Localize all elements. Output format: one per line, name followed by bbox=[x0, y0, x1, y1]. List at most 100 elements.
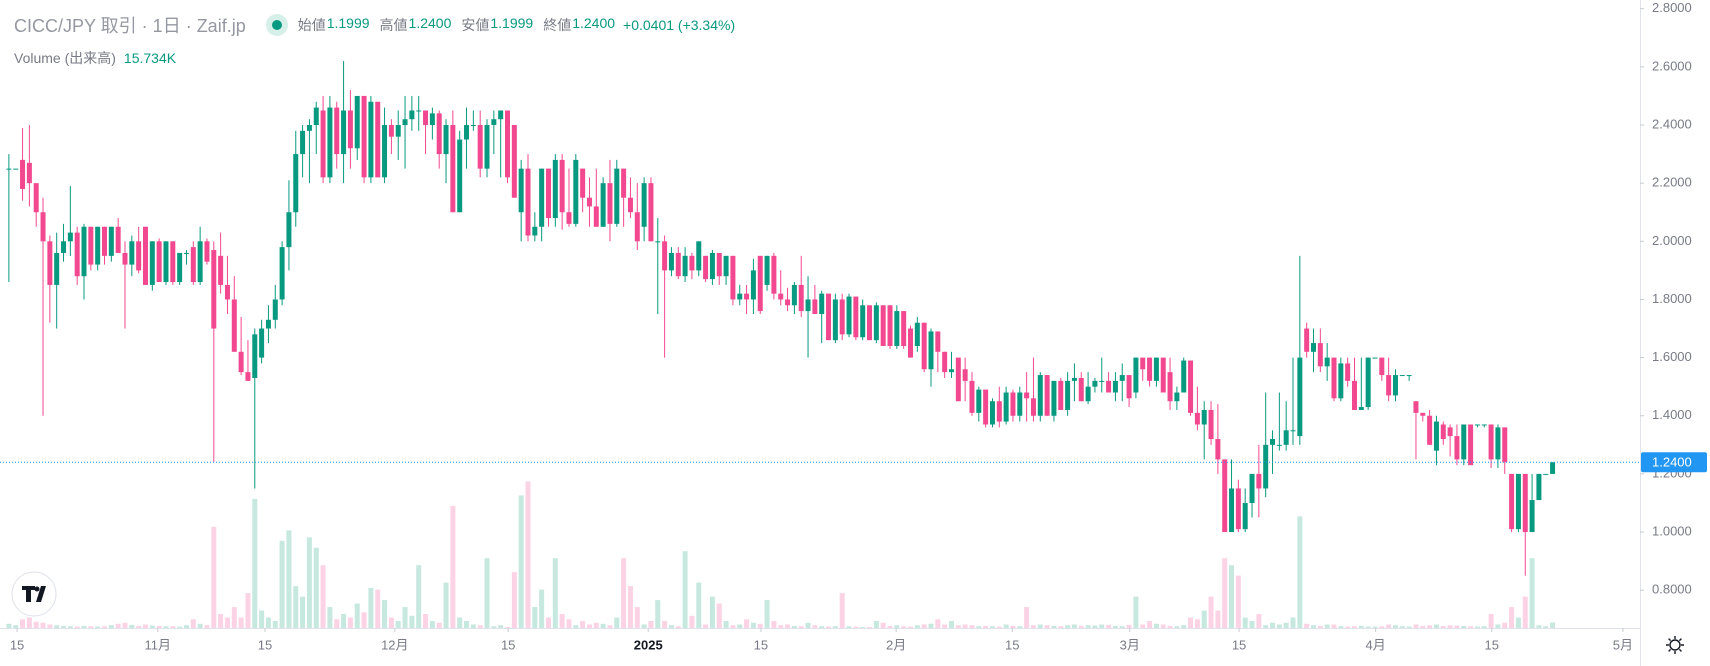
candle-body bbox=[723, 255, 729, 277]
legend-value: 1.2400 bbox=[408, 15, 452, 31]
legend-value: 1.1999 bbox=[490, 15, 534, 31]
candle-body bbox=[1447, 427, 1453, 437]
candle-body bbox=[675, 252, 681, 277]
candle-body bbox=[477, 125, 483, 169]
candle-body bbox=[115, 226, 121, 253]
volume-bar bbox=[1392, 625, 1398, 628]
volume-bar bbox=[354, 603, 360, 628]
volume-bar bbox=[484, 558, 490, 628]
candle-body bbox=[61, 241, 67, 253]
volume-bar bbox=[1276, 624, 1282, 628]
candle-body bbox=[634, 212, 640, 242]
candle-body bbox=[525, 168, 531, 236]
candle-body bbox=[382, 125, 388, 178]
candle-body bbox=[969, 380, 975, 413]
volume-bar bbox=[1543, 626, 1549, 628]
volume-bar bbox=[586, 624, 592, 628]
volume-bar bbox=[1399, 626, 1405, 628]
volume-bar bbox=[163, 626, 169, 628]
volume-bar bbox=[764, 600, 770, 628]
candle-body bbox=[621, 168, 627, 198]
volume-bar bbox=[88, 626, 94, 628]
candle-body bbox=[74, 232, 80, 277]
candle-body bbox=[908, 328, 914, 358]
volume-bar bbox=[416, 565, 422, 628]
x-tick-label: 12月 bbox=[381, 637, 408, 652]
volume-bar bbox=[901, 626, 907, 628]
volume-bar bbox=[170, 626, 176, 628]
candle-body bbox=[1413, 401, 1419, 413]
volume-bar bbox=[648, 621, 654, 628]
volume-bar bbox=[1235, 575, 1241, 628]
volume-bar bbox=[1290, 617, 1296, 628]
candle-body bbox=[935, 331, 941, 352]
candle-body bbox=[1509, 473, 1515, 530]
candle-body bbox=[1399, 375, 1405, 377]
volume-bar bbox=[627, 586, 633, 628]
candle-body bbox=[532, 226, 538, 236]
volume-bar bbox=[846, 626, 852, 628]
volume-bar bbox=[921, 624, 927, 628]
volume-bar bbox=[1140, 624, 1146, 628]
volume-value: 15.734K bbox=[123, 50, 177, 66]
volume-bar bbox=[1304, 623, 1310, 628]
candle-body bbox=[559, 159, 565, 213]
volume-bar bbox=[74, 626, 80, 628]
volume-bar bbox=[1433, 624, 1439, 628]
volume-bar bbox=[539, 589, 545, 628]
volume-bar bbox=[211, 526, 217, 628]
candle-body bbox=[54, 252, 60, 285]
legend-value: 1.2400 bbox=[572, 15, 616, 31]
volume-bar bbox=[498, 625, 504, 628]
volume-bar bbox=[621, 558, 627, 628]
volume-bar bbox=[853, 626, 859, 628]
volume-bar bbox=[265, 617, 271, 628]
candle-body bbox=[696, 241, 702, 271]
candle-body bbox=[1311, 343, 1317, 352]
volume-bar bbox=[744, 619, 750, 628]
volume-bar bbox=[450, 505, 456, 628]
volume-bar bbox=[655, 600, 661, 628]
candle-body bbox=[955, 357, 961, 402]
volume-bar bbox=[1515, 617, 1521, 628]
candle-body bbox=[464, 125, 470, 140]
volume-bar bbox=[388, 617, 394, 628]
candle-body bbox=[1379, 357, 1385, 376]
candle-body bbox=[593, 206, 599, 227]
candle-body bbox=[300, 130, 306, 155]
candle-body bbox=[498, 110, 504, 120]
volume-bar bbox=[81, 625, 87, 628]
volume-bar bbox=[1017, 626, 1023, 628]
candle-body bbox=[921, 322, 927, 370]
candle-body bbox=[1024, 392, 1030, 399]
volume-bar bbox=[573, 625, 579, 628]
volume-bar bbox=[668, 625, 674, 628]
candle-body bbox=[375, 101, 381, 178]
candle-body bbox=[1358, 407, 1364, 410]
settings-icon[interactable] bbox=[1666, 636, 1684, 654]
candle-body bbox=[1297, 357, 1303, 437]
candle-body bbox=[1515, 473, 1521, 530]
candle-body bbox=[122, 252, 128, 265]
candle-body bbox=[1331, 357, 1337, 399]
volume-bar bbox=[1112, 625, 1118, 628]
candle-body bbox=[989, 401, 995, 425]
candle-body bbox=[224, 284, 230, 300]
volume-bar bbox=[218, 614, 224, 628]
volume-bar bbox=[156, 625, 162, 628]
candle-body bbox=[1386, 375, 1392, 396]
candle-body bbox=[1502, 427, 1508, 463]
candle-body bbox=[737, 293, 743, 300]
volume-bar bbox=[224, 617, 230, 628]
candle-body bbox=[1085, 386, 1091, 402]
volume-bar bbox=[13, 625, 19, 628]
volume-bar bbox=[259, 610, 265, 628]
candle-body bbox=[996, 401, 1002, 422]
candle-body bbox=[860, 305, 866, 338]
candle-body bbox=[436, 113, 442, 155]
volume-bar bbox=[122, 622, 128, 628]
candle-body bbox=[142, 226, 148, 285]
candle-body bbox=[347, 110, 353, 149]
candle-body bbox=[518, 168, 524, 213]
volume-bar bbox=[1358, 625, 1364, 628]
